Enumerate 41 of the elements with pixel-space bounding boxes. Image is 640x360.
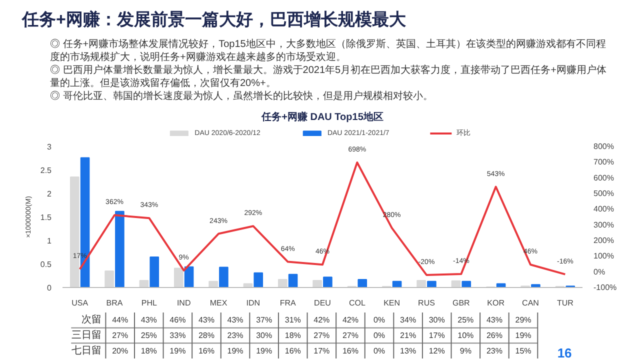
text: ◎ 巴西用户体量增长数量最为惊人，增长量最大。游戏于2021年5月初在巴西加大获客力度，直接带动了巴西任务+网赚用户体量的上涨。但是该游戏留存偏低，次留仅有20%+。: [50, 64, 608, 90]
x-tick-label: IDN: [246, 298, 260, 308]
y2-tick-label: 100%: [594, 252, 614, 261]
x-tick-label: GBR: [452, 298, 470, 308]
y-tick-label: 2: [47, 190, 52, 198]
y-tick-label: 1.5: [40, 213, 52, 222]
y2-tick-label: 300%: [594, 220, 614, 230]
x-tick-label: RUS: [418, 298, 435, 308]
x-tick-label: USA: [72, 298, 89, 308]
x-tick-label: COL: [348, 298, 366, 308]
text: ◎ 哥伦比亚、韩国的增长速度最为惊人，虽然增长的比较快，但是用户规模相对较小。: [50, 90, 434, 103]
y2-tick-label: 200%: [594, 236, 614, 245]
x-tick-label: TUR: [556, 298, 574, 308]
y-tick-label: 2.5: [40, 166, 52, 175]
y2-tick-label: 0%: [594, 267, 606, 276]
x-tick-label: KOR: [487, 298, 505, 308]
text: 三日留 27% 25% 33% 28% 23% 30% 18% 27% 27% 0% 21% 17% 10% 26% 19%: [71, 330, 532, 341]
y2-tick-label: 500%: [594, 189, 614, 198]
x-tick-label: MEX: [210, 298, 228, 308]
chart-title: 任务+网赚：发展前景一篇大好，巴西增长规模最大: [22, 9, 406, 31]
y-tick-label: 0: [47, 284, 52, 292]
text: ◎ 任务+网赚市场整体发展情况较好，Top15地区中，大多数地区（除俄罗斯、英国、土耳其）在该类型的网赚游戏都有不同程度的市场规模扩大，说明任务+网赚游戏在越来越多的市场受欢迎。: [50, 38, 607, 64]
y2-tick-label: 600%: [594, 173, 614, 182]
y-tick-label: 0.5: [40, 260, 52, 269]
x-tick-label: IND: [176, 298, 191, 308]
x-tick-label: PHL: [141, 298, 158, 308]
y-tick-label: 3: [47, 142, 52, 152]
y2-tick-label: 700%: [594, 158, 614, 167]
x-tick-label: FRA: [280, 298, 296, 308]
text: 16: [557, 346, 572, 360]
x-tick-label: KEN: [384, 298, 400, 308]
x-tick-label: DEU: [314, 298, 332, 308]
chart-subtitle: 任务+网赚 DAU Top15地区: [260, 111, 384, 123]
x-tick-label: CAN: [522, 298, 540, 308]
x-tick-label: BRA: [106, 298, 124, 308]
y2-tick-label: 800%: [594, 142, 614, 151]
y2-tick-label: -100%: [594, 283, 617, 292]
text: 七日留 20% 18% 19% 16% 19% 19% 16% 17% 16% 0% 13% 12% 9% 23% 15%: [71, 345, 532, 356]
text: 次留 44% 43% 46% 43% 43% 37% 31% 42% 42% 0% 34% 30% 25% 43% 29%: [81, 314, 532, 326]
y2-tick-label: 400%: [594, 204, 614, 214]
y-tick-label: 1: [47, 236, 52, 246]
